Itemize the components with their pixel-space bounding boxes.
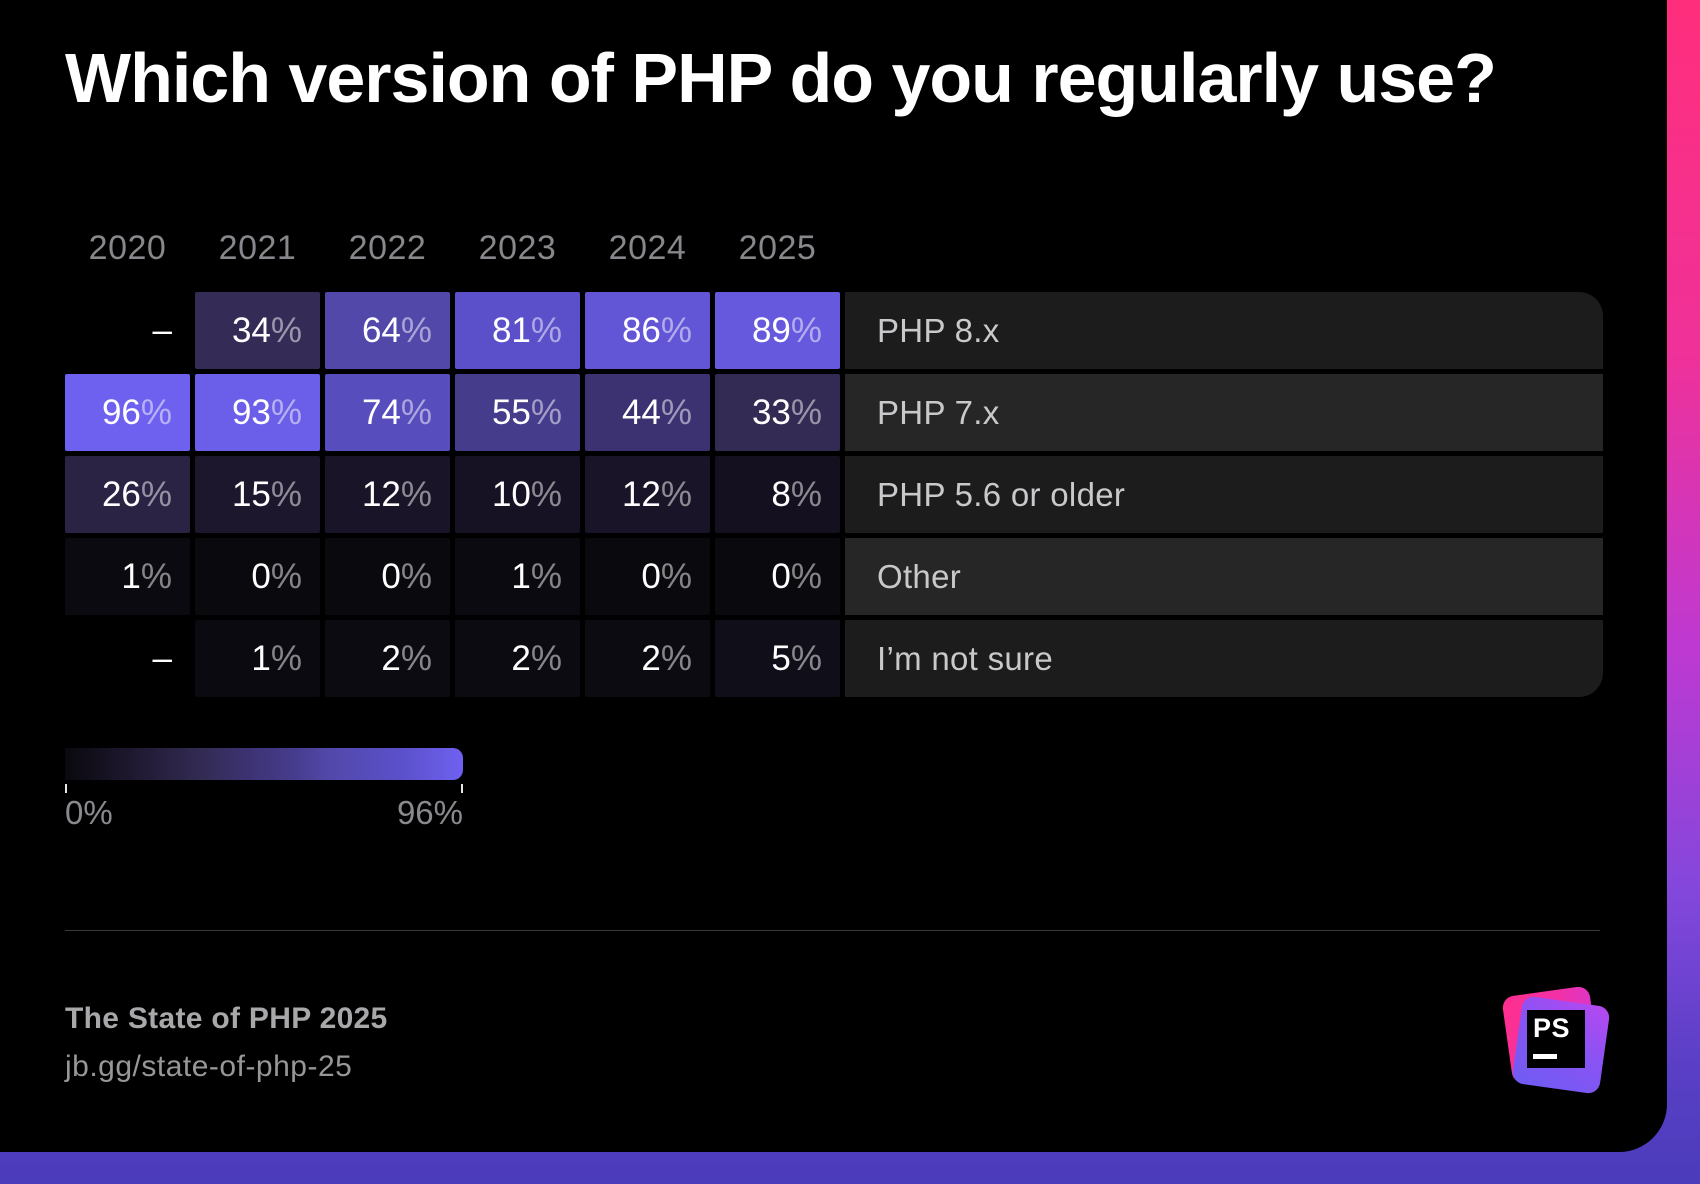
- heatmap-cell: 2%: [455, 620, 580, 697]
- heatmap-cell: 8%: [715, 456, 840, 533]
- heatmap-grid: –34% 64% 81% 86% 89% PHP 8.x 96% 93% 74% 55% 44% 33…: [65, 292, 1603, 697]
- year-label: 2024: [608, 229, 687, 267]
- heatmap-cell: 12%: [325, 456, 450, 533]
- heatmap-cell: 2%: [585, 620, 710, 697]
- legend-max-label: 96%: [396, 794, 463, 831]
- heatmap-cell: 12%: [585, 456, 710, 533]
- logo-black-square: PS: [1527, 1010, 1585, 1068]
- source-title: The State of PHP 2025: [65, 1002, 388, 1035]
- heatmap-cell: 81%: [455, 292, 580, 369]
- heatmap-cell: 93%: [195, 374, 320, 451]
- footer-divider: [65, 930, 1600, 931]
- year-header-row: 2020 2021 2022 2023 2024 2025: [65, 228, 840, 268]
- legend-labels: 0% 96%: [65, 794, 463, 832]
- heatmap-cell: 1%: [195, 620, 320, 697]
- heatmap-cell: 5%: [715, 620, 840, 697]
- row-label: Other: [845, 538, 1603, 615]
- year-label: 2023: [478, 229, 557, 267]
- heatmap-cell: 1%: [65, 538, 190, 615]
- logo-ps-text: PS: [1533, 1013, 1571, 1043]
- heatmap-cell: 0%: [195, 538, 320, 615]
- heatmap-cell: 89%: [715, 292, 840, 369]
- heatmap-cell: 55%: [455, 374, 580, 451]
- year-label: 2022: [348, 229, 427, 267]
- heatmap-cell: 86%: [585, 292, 710, 369]
- heatmap-cell: 44%: [585, 374, 710, 451]
- heatmap-cell: –: [152, 638, 172, 678]
- heatmap-cell: 10%: [455, 456, 580, 533]
- row-label: PHP 8.x: [845, 292, 1603, 369]
- heatmap-cell: 1%: [455, 538, 580, 615]
- row-label: I’m not sure: [845, 620, 1603, 697]
- row-label: PHP 7.x: [845, 374, 1603, 451]
- heatmap-cell: 0%: [585, 538, 710, 615]
- legend-min-label: 0%: [65, 794, 113, 831]
- heatmap-cell: –: [152, 310, 172, 350]
- year-label: 2025: [738, 229, 817, 267]
- legend-gradient-bar: [65, 748, 463, 780]
- heatmap-cell: 33%: [715, 374, 840, 451]
- heatmap-cell: 15%: [195, 456, 320, 533]
- source-link: jb.gg/state-of-php-25: [65, 1050, 353, 1083]
- heatmap-cell: 2%: [325, 620, 450, 697]
- legend-tick-min: [65, 784, 67, 793]
- heatmap-cell: 34%: [195, 292, 320, 369]
- year-label: 2020: [88, 229, 167, 267]
- chart-title: Which version of PHP do you regularly us…: [65, 39, 1497, 117]
- logo-underscore-bar: [1533, 1054, 1557, 1059]
- heatmap-cell: 64%: [325, 292, 450, 369]
- year-label: 2021: [218, 229, 297, 267]
- heatmap-cell: 26%: [65, 456, 190, 533]
- heatmap-cell: 74%: [325, 374, 450, 451]
- heatmap-cell: 0%: [325, 538, 450, 615]
- heatmap-cell: 0%: [715, 538, 840, 615]
- phpstorm-logo: PS: [1501, 985, 1611, 1095]
- legend-tick-max: [461, 784, 463, 793]
- heatmap-cell: 96%: [65, 374, 190, 451]
- row-label: PHP 5.6 or older: [845, 456, 1603, 533]
